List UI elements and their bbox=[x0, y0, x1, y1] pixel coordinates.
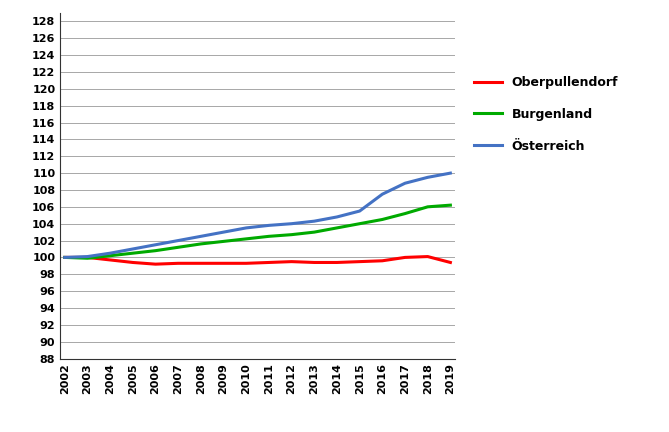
Burgenland bbox=[288, 232, 296, 237]
Line: Burgenland: Burgenland bbox=[65, 205, 450, 258]
Österreich bbox=[265, 223, 273, 228]
Österreich bbox=[401, 181, 409, 186]
Burgenland bbox=[242, 236, 250, 241]
Österreich bbox=[446, 171, 454, 176]
Österreich bbox=[423, 175, 432, 180]
Österreich bbox=[84, 254, 92, 259]
Oberpullendorf bbox=[151, 261, 159, 267]
Burgenland bbox=[446, 203, 454, 208]
Burgenland bbox=[151, 248, 159, 253]
Oberpullendorf bbox=[333, 260, 341, 265]
Oberpullendorf bbox=[61, 255, 69, 260]
Österreich bbox=[356, 209, 364, 214]
Oberpullendorf bbox=[106, 257, 114, 263]
Österreich bbox=[106, 251, 114, 256]
Oberpullendorf bbox=[401, 255, 409, 260]
Oberpullendorf bbox=[423, 254, 432, 259]
Burgenland bbox=[265, 234, 273, 239]
Oberpullendorf bbox=[219, 261, 227, 266]
Österreich bbox=[129, 246, 137, 251]
Burgenland bbox=[423, 204, 432, 210]
Burgenland bbox=[378, 217, 386, 222]
Österreich bbox=[288, 221, 296, 226]
Oberpullendorf bbox=[129, 260, 137, 265]
Oberpullendorf bbox=[378, 258, 386, 264]
Oberpullendorf bbox=[356, 259, 364, 264]
Burgenland bbox=[129, 251, 137, 256]
Österreich bbox=[219, 229, 227, 235]
Österreich bbox=[61, 255, 69, 260]
Österreich bbox=[197, 234, 205, 239]
Burgenland bbox=[401, 211, 409, 216]
Österreich bbox=[310, 219, 318, 224]
Österreich bbox=[333, 214, 341, 219]
Oberpullendorf bbox=[446, 260, 454, 265]
Burgenland bbox=[174, 245, 182, 250]
Österreich bbox=[174, 238, 182, 243]
Burgenland bbox=[84, 256, 92, 261]
Line: Oberpullendorf: Oberpullendorf bbox=[65, 257, 450, 264]
Oberpullendorf bbox=[310, 260, 318, 265]
Österreich bbox=[242, 226, 250, 231]
Burgenland bbox=[356, 221, 364, 226]
Burgenland bbox=[197, 241, 205, 247]
Oberpullendorf bbox=[174, 261, 182, 266]
Oberpullendorf bbox=[288, 259, 296, 264]
Österreich bbox=[151, 242, 159, 248]
Österreich bbox=[378, 192, 386, 197]
Burgenland bbox=[310, 229, 318, 235]
Oberpullendorf bbox=[242, 261, 250, 266]
Burgenland bbox=[61, 255, 69, 260]
Legend: Oberpullendorf, Burgenland, Österreich: Oberpullendorf, Burgenland, Österreich bbox=[469, 71, 623, 158]
Oberpullendorf bbox=[265, 260, 273, 265]
Burgenland bbox=[219, 239, 227, 244]
Oberpullendorf bbox=[84, 255, 92, 260]
Oberpullendorf bbox=[197, 261, 205, 266]
Burgenland bbox=[106, 253, 114, 258]
Burgenland bbox=[333, 226, 341, 231]
Line: Österreich: Österreich bbox=[65, 173, 450, 257]
